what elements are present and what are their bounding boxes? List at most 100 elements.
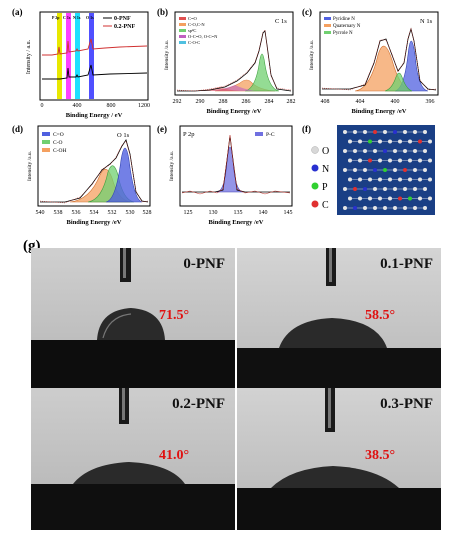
atom bbox=[413, 206, 417, 210]
peak-e-pc bbox=[216, 146, 244, 193]
atom bbox=[353, 168, 357, 172]
photo-3-svg bbox=[237, 388, 441, 530]
atom bbox=[343, 130, 347, 134]
tick-a-3: 1200 bbox=[138, 103, 150, 109]
atom-key-c bbox=[311, 200, 319, 208]
tick-e-0: 125 bbox=[184, 210, 193, 216]
atom bbox=[348, 196, 352, 201]
atom bbox=[368, 196, 372, 201]
atom bbox=[348, 139, 352, 144]
ylabel-b: Intensity /a.u. bbox=[164, 39, 170, 70]
atom-key-p bbox=[311, 182, 319, 190]
atom bbox=[343, 187, 347, 191]
tick-a-1: 400 bbox=[73, 103, 82, 109]
legend-c-0: Pyridine N bbox=[333, 17, 355, 22]
atom bbox=[378, 177, 382, 182]
xlabel-b: Binding Energy /eV bbox=[207, 108, 262, 115]
legend-0.2-pnf: 0.2-PNF bbox=[114, 24, 135, 30]
legend-e-swatch-0 bbox=[255, 132, 263, 136]
tick-c-1: 404 bbox=[356, 99, 365, 105]
tick-e-4: 145 bbox=[284, 210, 293, 216]
atom bbox=[403, 149, 407, 153]
legend-d: C=O C-O C-OH bbox=[42, 132, 66, 154]
tick-b-0: 292 bbox=[173, 99, 182, 105]
atom bbox=[398, 158, 402, 163]
legend-d-swatch-2 bbox=[42, 148, 50, 152]
atom bbox=[358, 177, 362, 182]
band-label-p2p: P 2p bbox=[52, 15, 60, 20]
atom bbox=[408, 139, 412, 144]
panel-c-frame bbox=[319, 11, 439, 96]
contact-angle-photo-3: 0.3-PNF 38.5° bbox=[237, 388, 441, 530]
atom bbox=[428, 158, 432, 163]
atom bbox=[343, 149, 347, 153]
legend-d-0: C=O bbox=[53, 132, 64, 138]
panel-e-svg: (e) P 2p P-C 125 130 135 140 145 Binding… bbox=[157, 124, 293, 226]
droplet bbox=[97, 308, 165, 340]
atom-key-o-label: O bbox=[322, 146, 329, 157]
droplet bbox=[279, 318, 387, 348]
legend-c-swatch-2 bbox=[324, 31, 331, 34]
substrate bbox=[31, 484, 235, 530]
atom bbox=[418, 177, 422, 182]
tick-e-2: 135 bbox=[234, 210, 243, 216]
photo-0-svg bbox=[31, 248, 235, 390]
panel-d-tag: O 1s bbox=[117, 132, 130, 139]
legend-b-0: C=O bbox=[188, 16, 198, 21]
ylabel-c: Intensity /a.u. bbox=[309, 39, 315, 70]
atom bbox=[343, 206, 347, 210]
atom bbox=[373, 168, 377, 172]
legend-b-3: O-C=O, O-C=N bbox=[188, 34, 218, 40]
atom bbox=[358, 196, 362, 201]
tick-d-1: 538 bbox=[54, 210, 63, 216]
xlabel-c: Binding Energy /eV bbox=[352, 108, 407, 115]
contact-angle-value: 58.5° bbox=[365, 308, 396, 323]
tick-b-4: 284 bbox=[265, 99, 274, 105]
atom bbox=[358, 139, 362, 144]
legend-b-swatch-1 bbox=[179, 23, 186, 26]
ylabel-a: Intensity / a.u. bbox=[26, 39, 32, 74]
panel-a-label: (a) bbox=[12, 7, 23, 17]
photo-2-svg bbox=[31, 388, 235, 530]
tick-d-6: 528 bbox=[143, 210, 152, 216]
atom bbox=[423, 149, 427, 153]
atom bbox=[418, 196, 422, 201]
substrate bbox=[237, 348, 441, 390]
panel-d-label: (d) bbox=[12, 124, 23, 134]
atom bbox=[413, 168, 417, 172]
atom bbox=[368, 177, 372, 182]
tick-d-5: 530 bbox=[126, 210, 135, 216]
atom bbox=[413, 130, 417, 134]
tick-c-3: 396 bbox=[426, 99, 435, 105]
panel-c-svg: (c) N 1s Pyridine N Quaternary N Pyrrole… bbox=[302, 7, 439, 115]
atom bbox=[423, 206, 427, 210]
raw-d bbox=[39, 140, 149, 204]
atom-key-c-label: C bbox=[322, 200, 329, 211]
band-o1s bbox=[89, 13, 94, 99]
legend-d-swatch-0 bbox=[42, 132, 50, 136]
panel-d-frame bbox=[37, 125, 151, 207]
atom bbox=[363, 206, 367, 210]
envelope-c bbox=[322, 27, 437, 91]
sample-name: 0.3-PNF bbox=[380, 396, 433, 412]
atom bbox=[353, 130, 357, 134]
atom bbox=[373, 187, 377, 191]
atom bbox=[363, 187, 367, 191]
contact-angle-value: 71.5° bbox=[159, 308, 190, 323]
tick-d-4: 532 bbox=[108, 210, 117, 216]
atom bbox=[353, 206, 357, 210]
raw-c bbox=[321, 27, 437, 91]
atom bbox=[383, 130, 387, 134]
atom bbox=[393, 168, 397, 172]
legend-b-1: C-O,C-N bbox=[188, 22, 205, 28]
atom bbox=[343, 168, 347, 172]
panel-f-svg: (f) O N P C bbox=[302, 124, 435, 215]
photo-1-svg bbox=[237, 248, 441, 390]
atom bbox=[353, 187, 357, 191]
sample-name: 0-PNF bbox=[183, 256, 225, 272]
tick-b-3: 286 bbox=[242, 99, 251, 105]
atom bbox=[393, 149, 397, 153]
atom bbox=[383, 168, 387, 172]
atom bbox=[393, 206, 397, 210]
atom bbox=[408, 196, 412, 201]
